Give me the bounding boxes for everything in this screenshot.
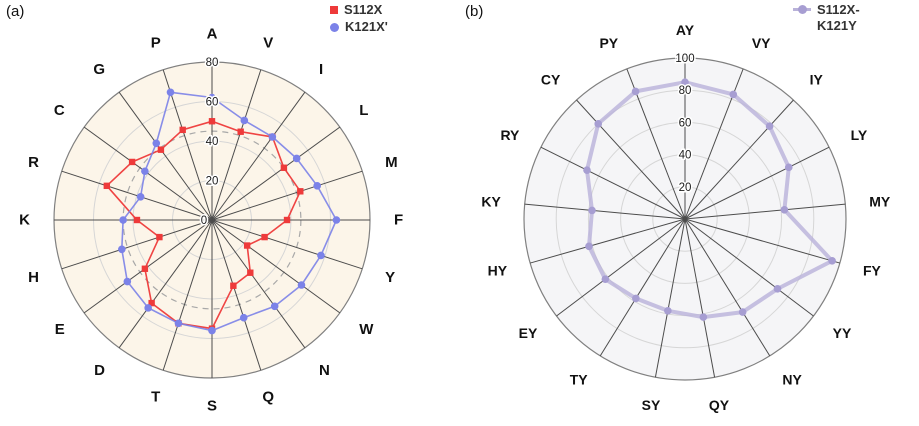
radar-chart-b: 20 40 60 80 100 AY VY IY LY MY FY YY NY QY SY TY EY HY KY R… [481,22,891,413]
svg-text:60: 60 [206,97,219,109]
svg-text:80: 80 [679,85,692,97]
series-S112X-K121Y [583,78,836,321]
legend-label-line1: S112X- [817,2,860,17]
category-labels: AY VY IY LY MY FY YY NY QY SY TY EY HY KY RY CY PY [481,22,891,413]
svg-text:LY: LY [851,127,868,143]
svg-text:A: A [207,26,218,43]
radar-chart-a: 0 20 40 60 80 A V I L M F Y W N Q S T D E H K R C G P [19,26,403,415]
svg-text:60: 60 [679,117,692,129]
series-K121X' [118,88,341,335]
svg-text:PY: PY [599,35,618,51]
svg-text:FY: FY [863,263,882,279]
svg-text:NY: NY [782,372,802,388]
svg-text:D: D [94,362,105,379]
legend-label-line2: K121Y [817,18,857,34]
svg-text:SY: SY [642,397,661,413]
svg-text:W: W [359,321,374,338]
svg-text:40: 40 [679,150,692,162]
svg-text:H: H [28,269,39,286]
svg-text:L: L [359,102,368,119]
svg-text:HY: HY [488,263,508,279]
svg-text:P: P [151,35,161,52]
legend-a: S112X K121X' [330,2,388,36]
svg-text:R: R [28,154,39,171]
svg-text:EY: EY [519,325,538,341]
svg-text:IY: IY [810,71,824,87]
spokes [524,58,846,378]
svg-text:40: 40 [206,136,219,148]
svg-text:100: 100 [675,53,694,65]
svg-text:RY: RY [500,127,520,143]
svg-text:20: 20 [206,176,219,188]
tick-labels: 20 40 60 80 100 [674,52,696,196]
s112x-square-marker-icon [330,6,338,15]
legend-item-s112x: S112X [330,2,388,18]
svg-text:CY: CY [541,71,561,87]
svg-text:QY: QY [709,397,730,413]
svg-text:Q: Q [262,388,274,405]
panel-a-label: (a) [6,3,25,20]
legend-label-s112x-k121y: S112X- K121Y [817,2,860,35]
svg-text:C: C [54,102,65,119]
tick-labels: 0 20 40 60 80 [199,56,220,229]
svg-text:MY: MY [869,194,891,210]
legend-label-k121x: K121X' [345,19,388,35]
s112x-k121y-dot-icon [798,5,807,14]
svg-text:M: M [385,154,398,171]
svg-text:YY: YY [833,325,852,341]
svg-text:G: G [93,61,105,78]
legend-b: S112X- K121Y [793,2,860,35]
legend-item-s112x-k121y: S112X- K121Y [793,2,860,35]
svg-text:N: N [319,362,330,379]
svg-text:0: 0 [201,215,207,227]
svg-text:I: I [319,61,323,78]
legend-label-s112x: S112X [344,2,383,17]
svg-text:E: E [55,321,65,338]
svg-text:TY: TY [570,372,589,388]
svg-text:Y: Y [385,269,395,286]
svg-text:S: S [207,398,217,415]
svg-text:KY: KY [481,194,501,210]
svg-text:T: T [151,388,160,405]
panel-b: (b) S112X- K121Y 20 40 60 80 100 AY VY IY LY MY FY… [459,0,919,426]
svg-text:VY: VY [752,35,771,51]
legend-item-k121x: K121X' [330,19,388,35]
k121x-circle-marker-icon [330,22,339,32]
svg-text:K: K [19,212,30,229]
s112x-k121y-line-marker-icon [793,5,811,14]
panel-a: (a) S112X K121X' 0 20 40 60 80 A V I L M F Y W N Q S T D E… [0,0,459,426]
svg-text:AY: AY [676,22,695,38]
panel-b-label: (b) [465,3,484,20]
spokes [54,62,370,378]
svg-text:80: 80 [206,57,219,69]
category-labels: A V I L M F Y W N Q S T D E H K R C G P [19,26,403,415]
svg-text:20: 20 [679,182,692,194]
svg-text:F: F [394,212,403,229]
svg-text:V: V [263,35,273,52]
